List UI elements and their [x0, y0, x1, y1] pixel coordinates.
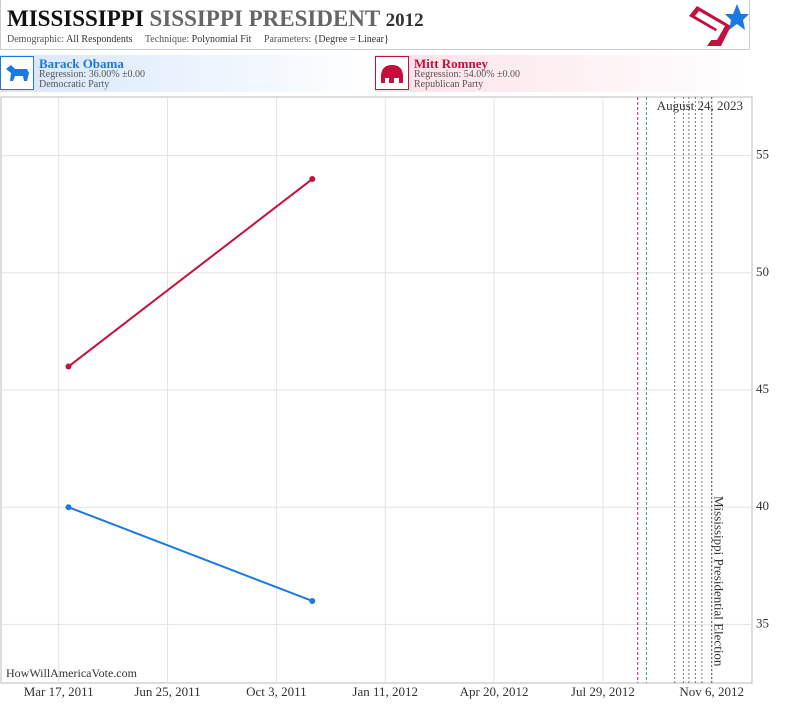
- series-line: [68, 506, 313, 602]
- data-point: [309, 597, 316, 604]
- x-tick-label: Jan 11, 2012: [352, 684, 418, 699]
- subtitle-value: Polynomial Fit: [191, 34, 252, 45]
- y-tick-label: 55: [756, 147, 769, 162]
- data-point: [309, 176, 316, 183]
- y-tick-label: 50: [756, 264, 769, 279]
- date-note: August 24, 2023: [657, 98, 743, 113]
- legend-name: Mitt Romney: [414, 56, 489, 71]
- y-tick-label: 40: [756, 498, 769, 513]
- legend-entry: Mitt Romney Regression: 54.00% ±0.00 Rep…: [375, 55, 749, 92]
- y-tick-label: 45: [756, 381, 769, 396]
- data-point: [65, 363, 72, 370]
- chart-title: MISSISSIPPI SISSIPPI PRESIDENT 2012: [7, 6, 424, 32]
- logo: [689, 4, 749, 46]
- x-tick-label: Jul 29, 2012: [571, 684, 635, 699]
- subtitle: Demographic: All Respondents Technique: …: [7, 34, 399, 45]
- legend-regression: Regression: 36.00% ±0.00: [39, 69, 146, 80]
- title-year: 2012: [385, 10, 424, 31]
- subtitle-key: Demographic:: [7, 34, 65, 45]
- legend-icon: [375, 56, 409, 90]
- x-tick-label: Nov 6, 2012: [679, 684, 744, 699]
- x-tick-label: Mar 17, 2011: [24, 684, 94, 699]
- legend-regression: Regression: 54.00% ±0.00: [414, 69, 521, 80]
- x-tick-label: Apr 20, 2012: [460, 684, 529, 699]
- legend-name: Barack Obama: [39, 56, 124, 71]
- legend-icon: [0, 56, 34, 90]
- subtitle-value: All Respondents: [66, 34, 133, 45]
- watermark: HowWillAmericaVote.com: [6, 666, 138, 680]
- legend-party: Republican Party: [414, 79, 484, 90]
- x-tick-label: Jun 25, 2011: [134, 684, 200, 699]
- header: MISSISSIPPI SISSIPPI PRESIDENT 2012 Demo…: [0, 0, 750, 50]
- subtitle-value: {Degree = Linear}: [313, 34, 389, 45]
- legend-party: Democratic Party: [39, 79, 110, 90]
- subtitle-key: Parameters:: [263, 34, 312, 45]
- y-tick-label: 35: [756, 615, 769, 630]
- title-state: MISSISSIPPI: [7, 6, 144, 31]
- series-line: [67, 178, 313, 368]
- data-point: [65, 504, 72, 511]
- subtitle-key: Technique:: [144, 34, 190, 45]
- event-label: Mississippi Presidential Election: [712, 496, 727, 667]
- title-race: SISSIPPI PRESIDENT: [149, 6, 380, 31]
- legend-entry: Barack Obama Regression: 36.00% ±0.00 De…: [0, 55, 374, 92]
- x-tick-label: Oct 3, 2011: [246, 684, 307, 699]
